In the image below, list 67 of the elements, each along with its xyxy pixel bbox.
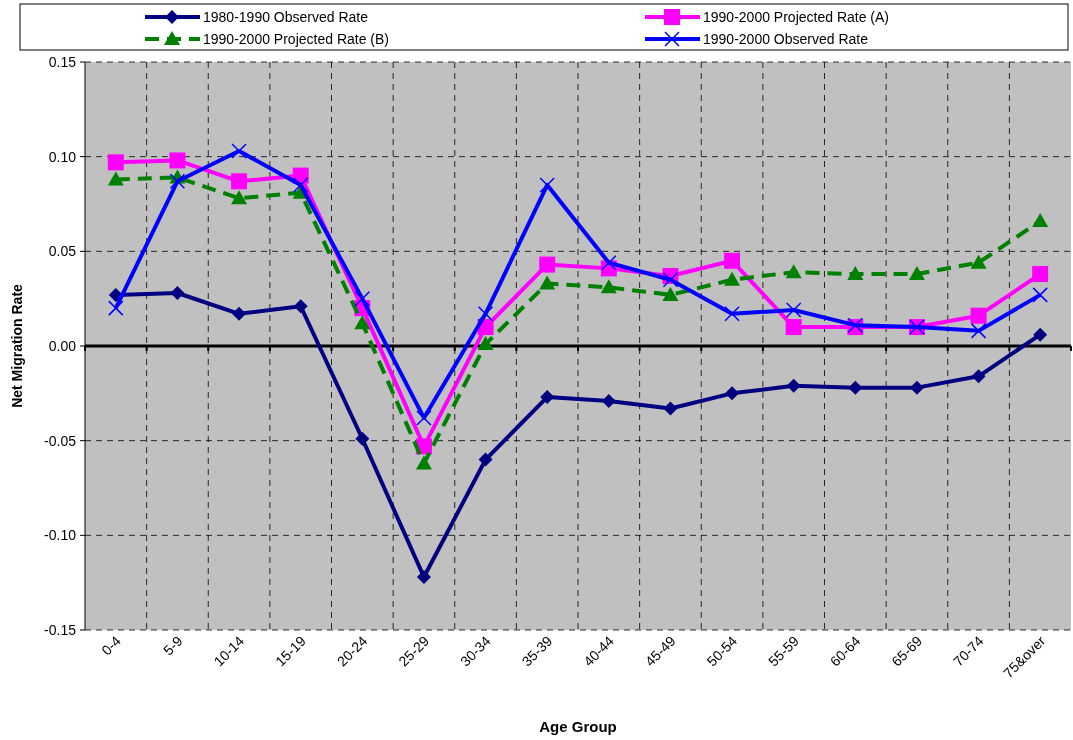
legend-label: 1990-2000 Projected Rate (A) xyxy=(703,9,889,25)
x-tick-label: 5-9 xyxy=(159,632,186,659)
point xyxy=(662,286,679,301)
point xyxy=(908,266,925,281)
y-tick-label: 0.05 xyxy=(48,243,77,260)
point xyxy=(108,300,124,316)
point xyxy=(293,299,308,314)
point xyxy=(108,287,123,302)
point xyxy=(785,319,802,336)
point xyxy=(354,315,371,330)
point xyxy=(971,369,986,384)
point xyxy=(478,452,493,467)
point xyxy=(107,171,124,186)
point xyxy=(786,378,801,393)
point xyxy=(847,266,864,281)
point xyxy=(663,401,678,416)
point xyxy=(1032,287,1048,303)
point xyxy=(600,279,617,294)
point xyxy=(1033,327,1048,342)
y-tick-label: -0.10 xyxy=(44,527,77,544)
point xyxy=(169,173,186,190)
point xyxy=(231,143,247,159)
point xyxy=(848,380,863,395)
point xyxy=(1032,266,1049,283)
point xyxy=(909,380,924,395)
point xyxy=(601,254,617,271)
point xyxy=(539,177,555,193)
point xyxy=(354,290,371,307)
point xyxy=(724,252,741,269)
point xyxy=(725,386,740,401)
point xyxy=(539,275,556,290)
legend-label: 1990-2000 Projected Rate (B) xyxy=(203,31,389,47)
point xyxy=(724,271,741,286)
y-tick-label: -0.05 xyxy=(44,432,77,449)
y-tick-label: -0.15 xyxy=(44,622,77,638)
point xyxy=(540,390,555,405)
point xyxy=(355,431,370,446)
point xyxy=(785,264,802,279)
y-tick-label: 0.15 xyxy=(48,54,77,70)
point xyxy=(970,307,987,324)
point xyxy=(601,393,616,408)
point xyxy=(416,410,432,426)
point xyxy=(662,271,679,288)
point xyxy=(1032,213,1049,228)
x-tick-label: 0-4 xyxy=(98,632,125,659)
point xyxy=(170,285,185,300)
point xyxy=(970,323,987,339)
point xyxy=(785,302,802,318)
point xyxy=(477,306,494,322)
point xyxy=(416,569,431,584)
point xyxy=(477,336,494,351)
point xyxy=(724,306,740,322)
point xyxy=(970,254,987,269)
point xyxy=(292,177,309,193)
legend-label: 1990-2000 Observed Rate xyxy=(703,31,869,47)
y-tick-label: 0.10 xyxy=(48,148,77,165)
point xyxy=(539,256,556,273)
x-axis-title: Age Group xyxy=(539,718,617,735)
point xyxy=(415,455,432,470)
point xyxy=(107,154,124,171)
point xyxy=(231,173,248,190)
legend-label: 1980-1990 Observed Rate xyxy=(203,9,369,25)
point xyxy=(232,306,247,321)
point xyxy=(231,190,248,205)
y-tick-label: 0.00 xyxy=(48,338,77,354)
y-axis-title: Net Migration Rate xyxy=(9,283,25,408)
point xyxy=(169,152,186,169)
